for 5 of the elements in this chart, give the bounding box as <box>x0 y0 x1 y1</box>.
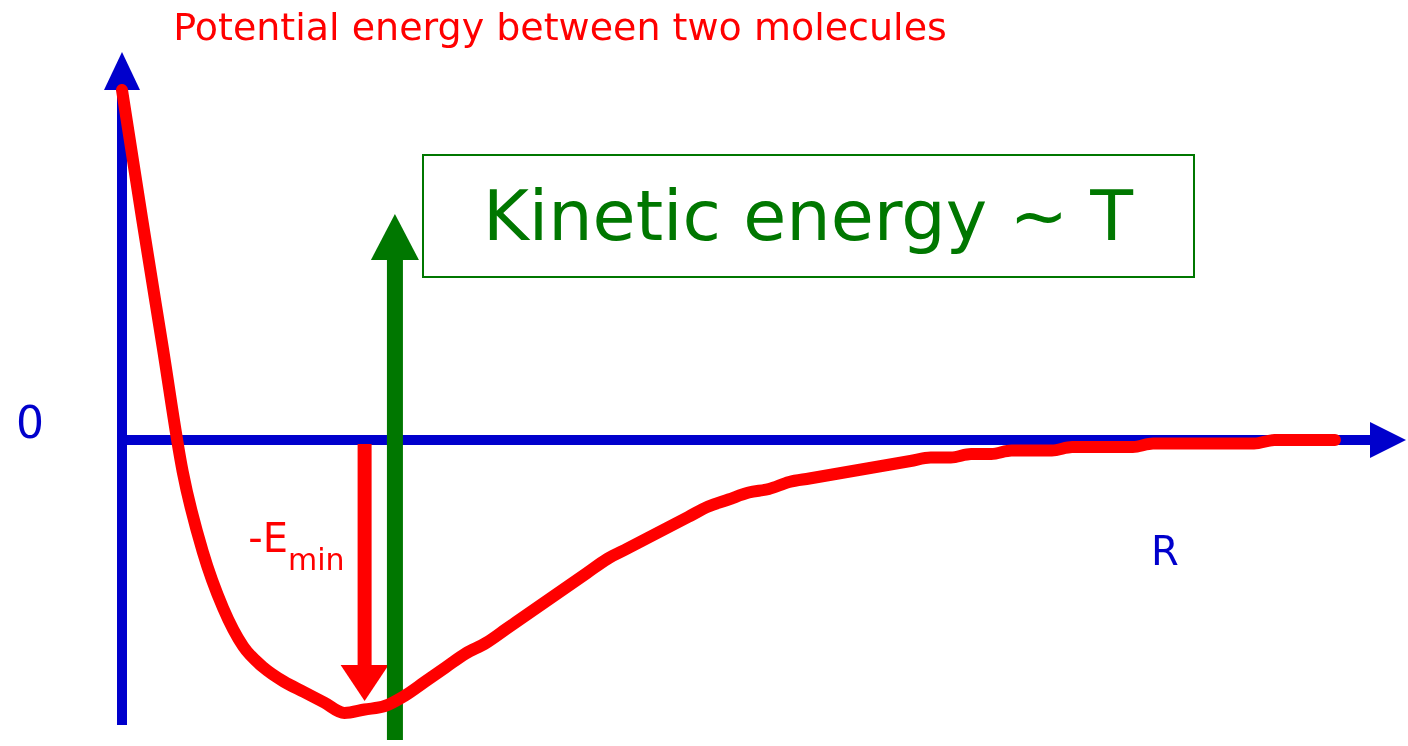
x-axis-title: R <box>1151 528 1179 574</box>
annotation: -E$_{min}$ <box>248 515 345 577</box>
ref-line-label: 0 <box>16 396 44 448</box>
chart-title: Potential energy between two molecules <box>173 5 947 49</box>
annotation: Kinetic energy ~ T <box>482 175 1134 257</box>
